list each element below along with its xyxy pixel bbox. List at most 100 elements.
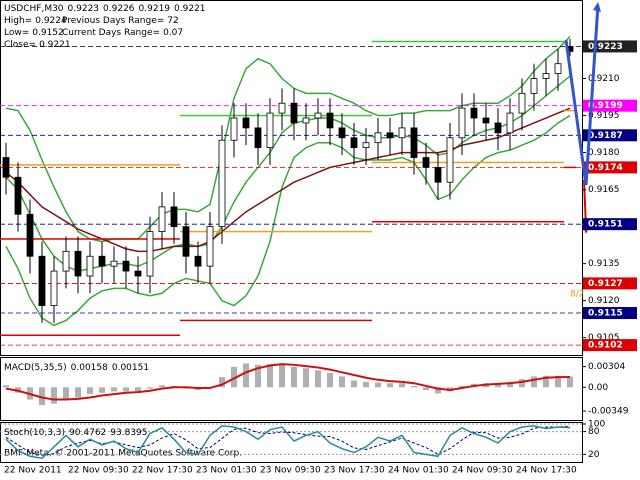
candle-body	[98, 255, 106, 267]
candle-body	[338, 127, 346, 139]
macd-signal	[5, 363, 571, 401]
candle-body	[326, 112, 334, 129]
info-value: 0.9152	[32, 28, 64, 38]
x-tick-label: 24 Nov 01:30	[388, 466, 449, 476]
price-label: 0.9151	[588, 220, 623, 230]
header-part: 0.9223	[68, 4, 100, 14]
macd-bar	[411, 385, 417, 388]
macd-bar	[567, 376, 573, 388]
macd-bar	[303, 368, 309, 388]
info-label: Previous Days Range=	[62, 16, 164, 26]
macd-bar	[519, 379, 525, 388]
price-label: 0.9223	[588, 42, 623, 52]
macd-bar	[435, 387, 441, 394]
macd-bar	[111, 387, 117, 392]
x-tick-label: 24 Nov 09:30	[452, 466, 513, 476]
price-label-box	[583, 129, 637, 142]
macd-bar	[135, 387, 141, 392]
macd-bar	[39, 387, 45, 406]
candle-body	[278, 102, 286, 114]
candle-body	[518, 92, 526, 114]
price-label: 0.9187	[588, 131, 623, 141]
candle-body	[434, 166, 442, 183]
candle-body	[422, 157, 430, 168]
macd-bar	[87, 387, 93, 395]
indicator-header: MACD(5,35,5) 0.00158 0.00151	[4, 363, 149, 373]
y-tick-label: 0.00	[588, 383, 608, 393]
header-part: 0.00158	[71, 363, 108, 373]
candle-body	[446, 137, 454, 183]
header-part: MACD(5,35,5)	[4, 363, 67, 373]
price-label-box	[583, 307, 637, 320]
candle-body	[482, 117, 490, 124]
y-tick-label: 80	[588, 427, 600, 437]
macd-bar	[555, 375, 561, 388]
x-tick-label: 23 Nov 17:30	[324, 466, 385, 476]
y-tick-label: 0.9120	[588, 296, 620, 306]
price-label: 0.9199	[588, 101, 623, 111]
macd-bar	[219, 377, 225, 388]
y-tick-label: 0.9135	[588, 259, 620, 269]
candle-body	[494, 122, 502, 134]
bollinger-band	[5, 75, 571, 272]
candle-body	[254, 127, 262, 149]
candle-body	[14, 176, 22, 215]
candle-body	[134, 270, 142, 277]
macd-bar	[543, 375, 549, 388]
main-panel-border	[0, 0, 583, 356]
macd-bar	[423, 387, 429, 391]
indicator-header: USDCHF,M30 0.9223 0.9226 0.9219 0.9221	[4, 4, 206, 14]
candle-body	[122, 260, 130, 272]
candle-body	[530, 78, 538, 94]
info-value: 0.9224	[35, 16, 67, 26]
info-line: Close= 0.9221	[4, 40, 71, 50]
y-tick-label: -0.00349	[588, 407, 629, 417]
x-tick-label: 23 Nov 01:30	[196, 466, 257, 476]
macd-bar	[363, 381, 369, 388]
header-part: 0.00151	[112, 363, 149, 373]
macd-bar	[159, 385, 165, 388]
y-tick-label: 0.9210	[588, 74, 620, 84]
macd-bar	[327, 372, 333, 388]
macd-bar	[387, 383, 393, 388]
header-part: 93.8395	[110, 428, 147, 438]
macd-bar	[399, 383, 405, 388]
info-line: High= 0.9224	[4, 16, 67, 26]
candle-body	[110, 260, 118, 267]
candle-body	[266, 112, 274, 149]
macd-bar	[279, 364, 285, 388]
macd-bar	[375, 382, 381, 388]
annotation: 8/2	[570, 290, 584, 300]
price-label-box	[583, 277, 637, 290]
candle-body	[458, 107, 466, 139]
macd-bar	[123, 387, 129, 392]
macd-bar	[75, 387, 81, 398]
bollinger-band	[5, 36, 571, 243]
candle-body	[470, 107, 478, 119]
price-label: 0.9174	[588, 163, 623, 173]
moving-average	[5, 107, 571, 253]
bollinger-band	[5, 114, 571, 327]
macd-bar	[231, 366, 237, 388]
forecast-arrow	[564, 4, 600, 186]
macd-bar	[459, 385, 465, 388]
candle-body	[374, 132, 382, 144]
info-value: 72	[167, 16, 178, 26]
x-tick-label: 22 Nov 09:30	[68, 466, 129, 476]
y-tick-label: 0.9165	[588, 185, 620, 195]
header-part: USDCHF,M30	[4, 4, 64, 14]
info-label: Current Days Range=	[62, 28, 160, 38]
forecast-arrowhead	[593, 2, 601, 12]
macd-bar	[495, 383, 501, 388]
candle-body	[146, 231, 154, 277]
candle-body	[290, 102, 298, 124]
macd-bar	[339, 376, 345, 388]
price-label: 0.9115	[588, 309, 623, 319]
price-label-box	[583, 161, 637, 174]
candle-body	[158, 206, 166, 232]
candle-body	[26, 213, 34, 257]
macd-bar	[3, 385, 9, 388]
header-part: 90.4762	[69, 428, 106, 438]
candle-body	[302, 117, 310, 124]
